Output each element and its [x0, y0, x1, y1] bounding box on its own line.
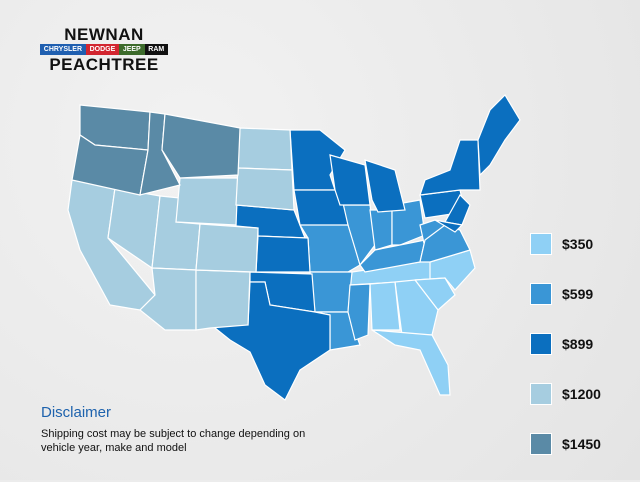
legend-swatch	[530, 382, 552, 405]
state-wi	[329, 154, 371, 206]
legend-item: $599	[530, 282, 601, 305]
logo-brand: JEEP	[119, 44, 145, 55]
legend-label: $1200	[562, 385, 601, 402]
state-al	[369, 281, 401, 331]
state-nd	[237, 127, 293, 171]
legend-swatch	[530, 282, 552, 305]
legend-swatch	[530, 432, 552, 455]
legend-item: $1450	[530, 432, 601, 455]
state-ny	[419, 139, 481, 196]
disclaimer-title: Disclaimer	[41, 404, 112, 421]
disclaimer-text: Shipping cost may be subject to change d…	[41, 428, 306, 454]
state-wy	[175, 177, 239, 226]
logo-line3: PEACHTREE	[49, 55, 159, 74]
state-ga	[394, 279, 439, 336]
state-sd	[235, 167, 295, 211]
price-legend: $350 $599 $899 $1200 $1450	[530, 232, 601, 482]
state-fl	[371, 329, 451, 396]
dealer-logo: NEWNAN CHRYSLER DODGE JEEP RAM PEACHTREE	[40, 25, 169, 74]
legend-item: $1200	[530, 382, 601, 405]
state-ar	[309, 271, 353, 313]
state-nm	[195, 269, 251, 331]
state-ia	[293, 189, 349, 226]
state-mt	[161, 113, 241, 179]
logo-brand: CHRYSLER	[40, 44, 86, 55]
logo-brand: DODGE	[85, 44, 120, 55]
legend-swatch	[530, 332, 552, 355]
legend-item: $899	[530, 332, 601, 355]
disclaimer: Disclaimer Shipping cost may be subject …	[41, 404, 341, 455]
legend-label: $1450	[562, 435, 601, 452]
legend-swatch	[530, 232, 552, 255]
state-oh	[391, 199, 426, 246]
state-md	[434, 219, 464, 233]
legend-item: $350	[530, 232, 601, 255]
legend-label: $899	[562, 335, 594, 352]
state-va	[419, 224, 471, 263]
state-ks	[255, 235, 311, 273]
legend-label: $350	[562, 235, 594, 252]
logo-brand: RAM	[144, 44, 169, 55]
logo-line1: NEWNAN	[64, 25, 144, 44]
state-mi	[364, 159, 406, 213]
logo-brands: CHRYSLER DODGE JEEP RAM	[40, 44, 169, 55]
state-ms	[347, 283, 371, 341]
state-new-england	[477, 94, 521, 177]
legend-label: $599	[562, 285, 594, 302]
state-co	[195, 223, 259, 273]
